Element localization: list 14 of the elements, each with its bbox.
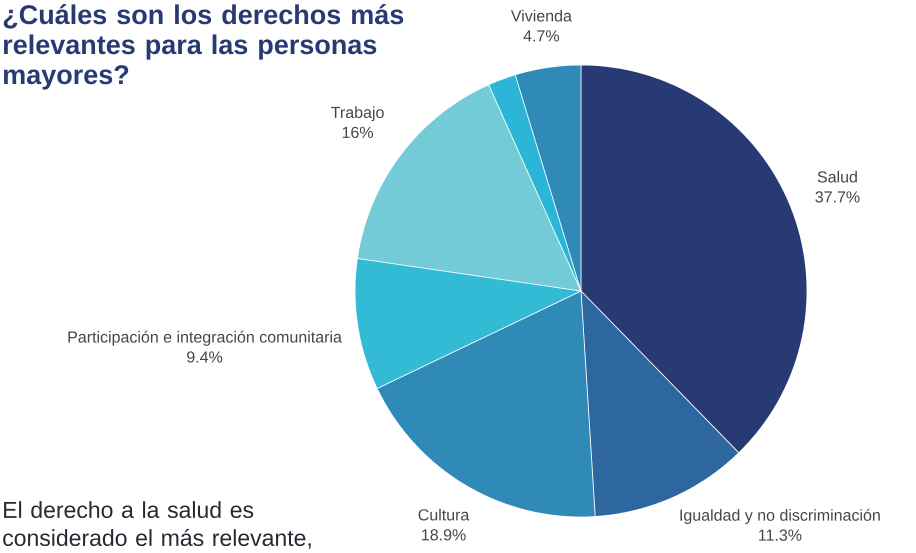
slice-label: Trabajo <box>331 106 384 122</box>
text: ¿Cuáles son los derechos más relevantes para las personas mayores? <box>4 4 404 90</box>
slice-label: Igualdad y no discriminación <box>680 508 880 524</box>
data-label: 9.4% <box>187 351 222 363</box>
data-label: 11.3% <box>759 529 802 541</box>
data-label: 37.7% <box>815 191 860 203</box>
slice-label: Cultura <box>418 508 470 521</box>
slice-label: Participación e integración comunitaria <box>68 330 342 346</box>
text: El derecho a la salud es considerado el más relevante, <box>3 501 311 549</box>
data-label: 18.9% <box>422 529 466 541</box>
data-label: 16% <box>342 126 374 138</box>
slice-label: Vivienda <box>510 10 572 22</box>
data-label: 4.7% <box>523 30 560 42</box>
slice-label: Salud <box>818 170 857 183</box>
